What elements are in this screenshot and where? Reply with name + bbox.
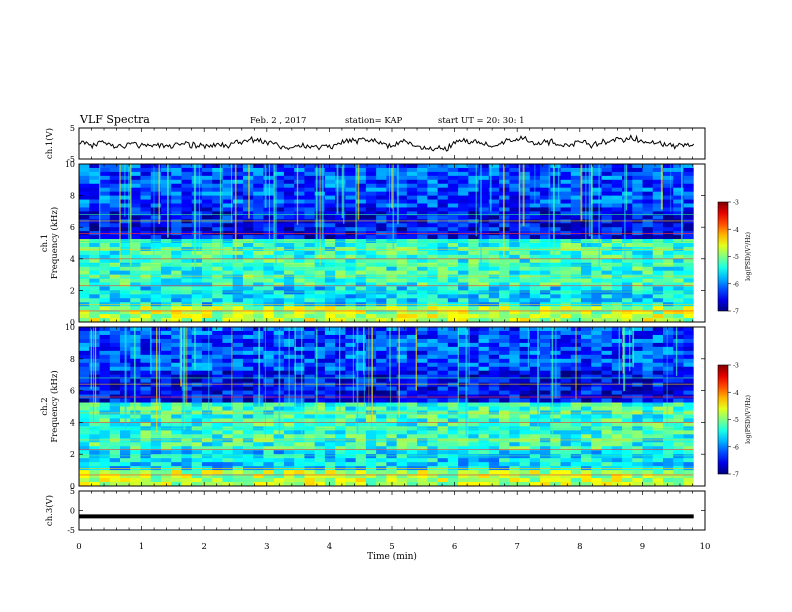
ch2-spectrogram-colorbar-tick-label: -3 — [733, 363, 739, 370]
panel-ch1-spectrogram: 0 2 4 6 8 10 ch.1 Frequency (kHz) -3 -4 -5 -6 -7 log(… — [40, 160, 752, 327]
start-time-label: start UT = 20: 30: 1 — [438, 116, 525, 126]
ch2-spectrogram-y-tick-label: 10 — [65, 323, 75, 332]
ch2-spectrogram-colorbar — [717, 364, 729, 475]
ch1-spectrogram-colorbar-tick-label: -6 — [733, 281, 739, 288]
ch2-spectrogram-colorbar-tick-label: -4 — [733, 390, 739, 397]
panel-ch3-waveform: 5 0 -5 ch.3(V) — [44, 487, 706, 535]
ch1-waveform-x-ticks — [78, 128, 706, 159]
ch3-waveform-y-tick-label: 5 — [70, 487, 75, 496]
ch2-spectrogram-y-tick-label: 8 — [70, 355, 75, 364]
ch1-spectrogram-colorbar-tick-label: -5 — [733, 254, 739, 261]
ch3-waveform-x-ticks — [78, 491, 706, 530]
x-tick-label: 4 — [327, 542, 332, 552]
x-tick-label: 1 — [139, 542, 144, 552]
ch1-spectrogram-y-tick-label: 6 — [70, 223, 75, 232]
x-tick-label: 2 — [201, 542, 206, 552]
ch2-spectrogram-colorbar-label: log(PSD)(V²/Hz) — [745, 395, 752, 444]
ch2-spectrogram-y-tick-label: 4 — [70, 418, 75, 427]
ch1-waveform-ylabel: ch.1(V) — [44, 128, 55, 159]
ch1-spectrogram-y-tick-label: 10 — [65, 160, 75, 169]
ch1-waveform-frame — [78, 127, 706, 160]
x-tick-label: 0 — [76, 542, 81, 552]
ch2-spectrogram-y-tick-label: 2 — [70, 450, 75, 459]
panel-ch1-waveform: 5 -5 ch.1(V) — [44, 124, 706, 164]
ch1-spectrogram-colorbar — [717, 201, 729, 312]
ch1-spectrogram-y-tick-label: 2 — [70, 286, 75, 295]
ch3-waveform-y-tick-label: -5 — [67, 526, 75, 535]
ch1-spectrogram-ylabel-line2: Frequency (kHz) — [49, 207, 60, 279]
ch1-waveform-y-tick-label: 5 — [70, 124, 75, 133]
x-tick-label: 3 — [264, 542, 269, 552]
time-axis: 0 1 2 3 4 5 6 7 8 9 10 — [76, 542, 710, 552]
x-tick-label: 10 — [700, 542, 711, 552]
x-tick-label: 8 — [577, 542, 582, 552]
ch2-spectrogram-colorbar-tick-label: -6 — [733, 444, 739, 451]
ch1-spectrogram-colorbar-tick-label: -4 — [733, 227, 739, 234]
panel-ch2-spectrogram: 0 2 4 6 8 10 ch.2 Frequency (kHz) -3 -4 -5 -6 -7 log(… — [40, 323, 752, 491]
ch2-spectrogram-ylabel-line1: ch.2 — [40, 397, 50, 415]
ch1-waveform-y-ticks: 5 -5 — [67, 124, 705, 164]
ch1-waveform-y-tick-label: -5 — [67, 155, 75, 164]
x-tick-label: 6 — [452, 542, 457, 552]
figure-title: VLF Spectra — [79, 113, 150, 126]
x-tick-label: 5 — [389, 542, 394, 552]
ch1-spectrogram-colorbar-tick-label: -7 — [733, 309, 739, 316]
ch2-spectrogram-cells — [79, 327, 705, 486]
ch1-spectrogram-y-ticks: 0 2 4 6 8 10 — [65, 160, 705, 327]
ch1-spectrogram-y-tick-label: 0 — [70, 318, 75, 327]
date-label: Feb. 2 , 2017 — [250, 116, 306, 126]
ch1-spectrogram-x-ticks — [78, 164, 706, 322]
ch1-spectrogram-colorbar-label: log(PSD)(V²/Hz) — [745, 232, 752, 281]
ch2-spectrogram-colorbar-tick-label: -5 — [733, 417, 739, 424]
ch1-spectrogram-y-tick-label: 4 — [70, 255, 75, 264]
ch2-spectrogram-colorbar-tick-label: -7 — [733, 472, 739, 479]
ch3-waveform-y-ticks: 5 0 -5 — [67, 487, 705, 535]
ch2-spectrogram-y-tick-label: 6 — [70, 387, 75, 396]
ch3-waveform-y-tick-label: 0 — [70, 507, 75, 516]
ch1-spectrogram-colorbar-tick-label: -3 — [733, 200, 739, 207]
ch1-spectrogram-cells — [79, 164, 705, 322]
ch2-spectrogram-y-tick-label: 0 — [70, 482, 75, 491]
ch3-waveform-ylabel: ch.3(V) — [44, 495, 55, 526]
x-axis-label: Time (min) — [367, 551, 417, 562]
ch1-waveform-trace — [79, 134, 695, 152]
ch2-spectrogram-y-ticks: 0 2 4 6 8 10 — [65, 323, 705, 491]
x-tick-label: 9 — [640, 542, 645, 552]
ch1-spectrogram-ylabel-line1: ch.1 — [40, 234, 50, 252]
ch1-spectrogram-y-tick-label: 8 — [70, 192, 75, 201]
ch2-spectrogram-ylabel-line2: Frequency (kHz) — [49, 370, 60, 442]
x-tick-label: 7 — [514, 542, 519, 552]
ch3-waveform-frame — [78, 490, 706, 531]
ch2-spectrogram-x-ticks — [78, 327, 706, 486]
station-label: station= KAP — [345, 116, 403, 126]
